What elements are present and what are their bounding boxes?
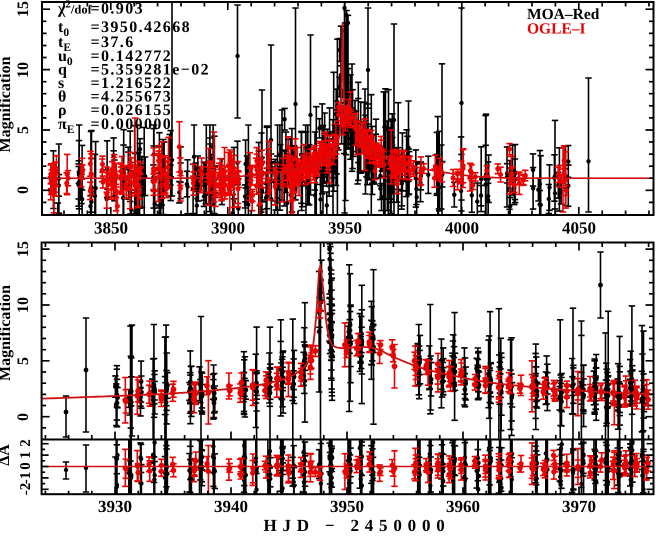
svg-text:=: = [90,116,99,133]
svg-text:3900: 3900 [211,219,245,238]
svg-text:χ2/dof: χ2/dof [57,0,93,18]
svg-text:0.903: 0.903 [101,1,144,18]
svg-text:15: 15 [15,1,32,17]
svg-text:tE: tE [58,34,71,54]
svg-text:OGLE–I: OGLE–I [527,21,586,38]
svg-text:1.216522: 1.216522 [101,75,172,92]
svg-text:-1: -1 [18,472,34,485]
svg-text:0: 0 [18,462,34,470]
svg-text:0.142772: 0.142772 [101,48,172,65]
svg-text:=: = [90,102,99,119]
svg-text:4050: 4050 [562,219,596,238]
svg-text:Magnification: Magnification [0,56,14,152]
svg-text:3930: 3930 [98,497,132,516]
svg-text:2: 2 [18,439,34,447]
svg-text:-2: -2 [18,483,34,496]
svg-text:4.255673: 4.255673 [101,89,172,106]
svg-text:=: = [90,19,99,36]
svg-text:0: 0 [15,413,32,421]
svg-text:3940: 3940 [214,497,248,516]
svg-text:=: = [90,48,99,65]
svg-text:=: = [90,75,99,92]
svg-text:ρ: ρ [58,102,67,119]
svg-text:3850: 3850 [94,219,128,238]
svg-text:10: 10 [15,62,32,78]
svg-text:5.359281e−02: 5.359281e−02 [101,62,210,79]
svg-text:1: 1 [18,451,34,459]
svg-text:HJD − 2450000: HJD − 2450000 [263,516,450,535]
svg-text:3970: 3970 [562,497,596,516]
svg-text:Magnification: Magnification [0,285,14,381]
svg-text:3960: 3960 [446,497,480,516]
svg-text:ΔA: ΔA [0,444,13,466]
svg-text:5: 5 [15,126,32,134]
svg-text:θ: θ [58,89,66,106]
svg-text:=: = [90,34,99,51]
svg-text:4000: 4000 [445,219,479,238]
svg-text:3950.42668: 3950.42668 [101,19,191,36]
svg-text:0.026155: 0.026155 [101,102,172,119]
svg-text:s: s [58,75,64,92]
svg-text:3950: 3950 [330,497,364,516]
svg-text:=: = [90,62,99,79]
svg-text:5: 5 [15,357,32,365]
svg-text:15: 15 [15,241,32,257]
svg-text:0: 0 [15,186,32,194]
svg-text:3950: 3950 [328,219,362,238]
svg-text:37.6: 37.6 [101,34,135,51]
svg-text:u0: u0 [58,48,73,68]
svg-text:t0: t0 [58,19,69,39]
svg-text:0.000000: 0.000000 [101,116,172,133]
svg-text:q: q [58,62,67,79]
svg-text:MOA–Red: MOA–Red [527,6,600,23]
svg-text:πE: πE [58,116,75,136]
svg-text:=: = [90,89,99,106]
svg-text:10: 10 [15,297,32,313]
svg-text:=: = [90,1,99,18]
